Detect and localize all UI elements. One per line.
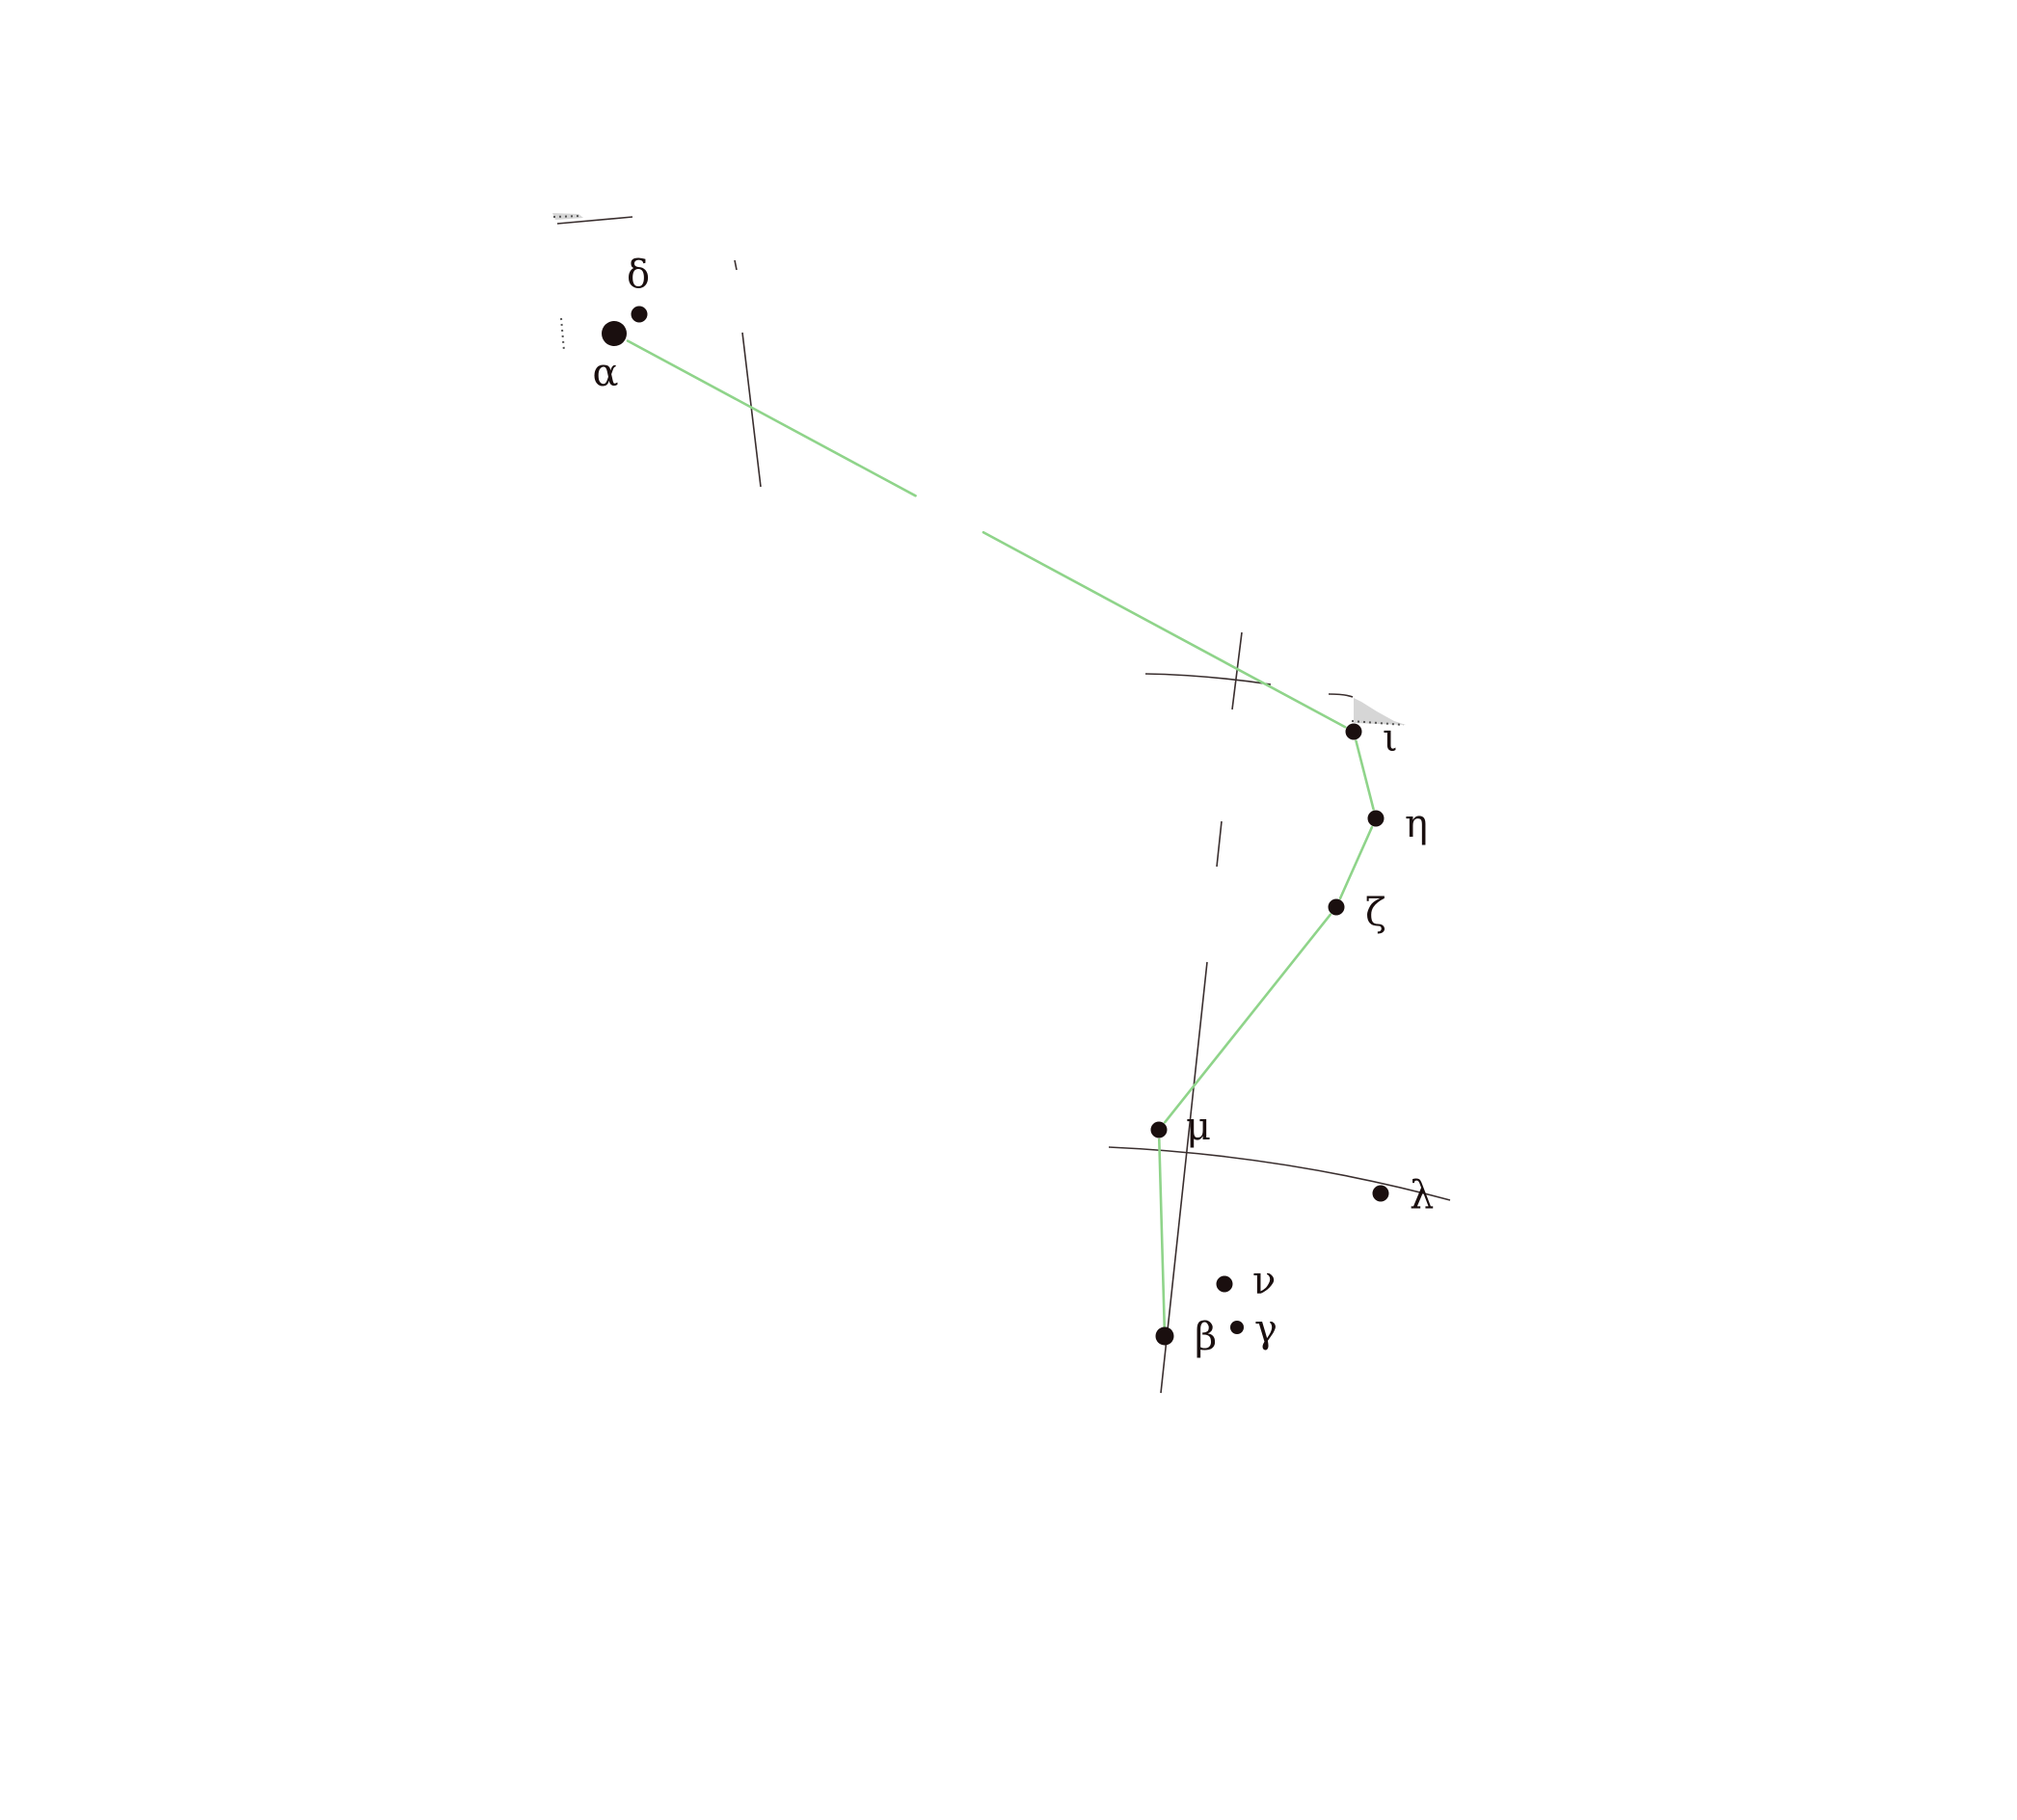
star-label-mu: μ <box>1186 1105 1211 1149</box>
star-beta <box>1155 1326 1174 1346</box>
star-label-eta: η <box>1405 802 1428 846</box>
grid-line <box>1231 631 1243 710</box>
coordinate-grid <box>556 216 1451 1394</box>
constellation-lines <box>626 339 1375 1328</box>
star-iota <box>1345 723 1362 740</box>
grid-line <box>1328 693 1354 698</box>
grid-line <box>1144 673 1272 685</box>
grid-line <box>1216 820 1223 868</box>
star-label-alpha: α <box>592 351 618 395</box>
star-alpha <box>602 321 627 346</box>
star-delta <box>631 306 648 323</box>
stars <box>602 306 1389 1346</box>
star-label-gamma: γ <box>1254 1307 1277 1352</box>
star-lambda <box>1372 1185 1389 1202</box>
grid-line <box>734 259 738 271</box>
grid-line <box>1160 961 1208 1394</box>
constellation-boundary <box>552 213 1406 726</box>
star-label-beta: β <box>1195 1315 1217 1359</box>
star-label-zeta: ζ <box>1365 891 1386 935</box>
star-label-nu: ν <box>1252 1259 1276 1303</box>
star-label-delta: δ <box>627 253 650 297</box>
star-labels: α δ ιη ζ μ λ νβ γ <box>592 253 1434 1359</box>
boundary-fill <box>1354 698 1406 725</box>
boundary-fill <box>552 213 583 220</box>
constellation-line-iota-eta <box>1355 739 1375 811</box>
grid-line <box>741 332 762 488</box>
grid-line <box>556 216 633 225</box>
constellation-line-eta-zeta <box>1338 825 1374 900</box>
star-label-lambda: λ <box>1410 1173 1434 1218</box>
grid-line <box>1108 1146 1451 1201</box>
constellation-line-zeta-mu <box>1163 913 1332 1124</box>
star-eta <box>1367 810 1385 827</box>
star-gamma <box>1230 1321 1244 1334</box>
star-nu <box>1216 1275 1233 1293</box>
constellation-line-mu-beta <box>1157 1138 1167 1328</box>
constellation-line-alpha-iota <box>626 339 917 497</box>
boundary-dots <box>552 215 582 218</box>
star-label-iota: ι <box>1383 716 1398 761</box>
star-mu <box>1150 1121 1168 1138</box>
star-zeta <box>1328 898 1345 916</box>
constellation-line-alpha-iota <box>982 530 1347 729</box>
